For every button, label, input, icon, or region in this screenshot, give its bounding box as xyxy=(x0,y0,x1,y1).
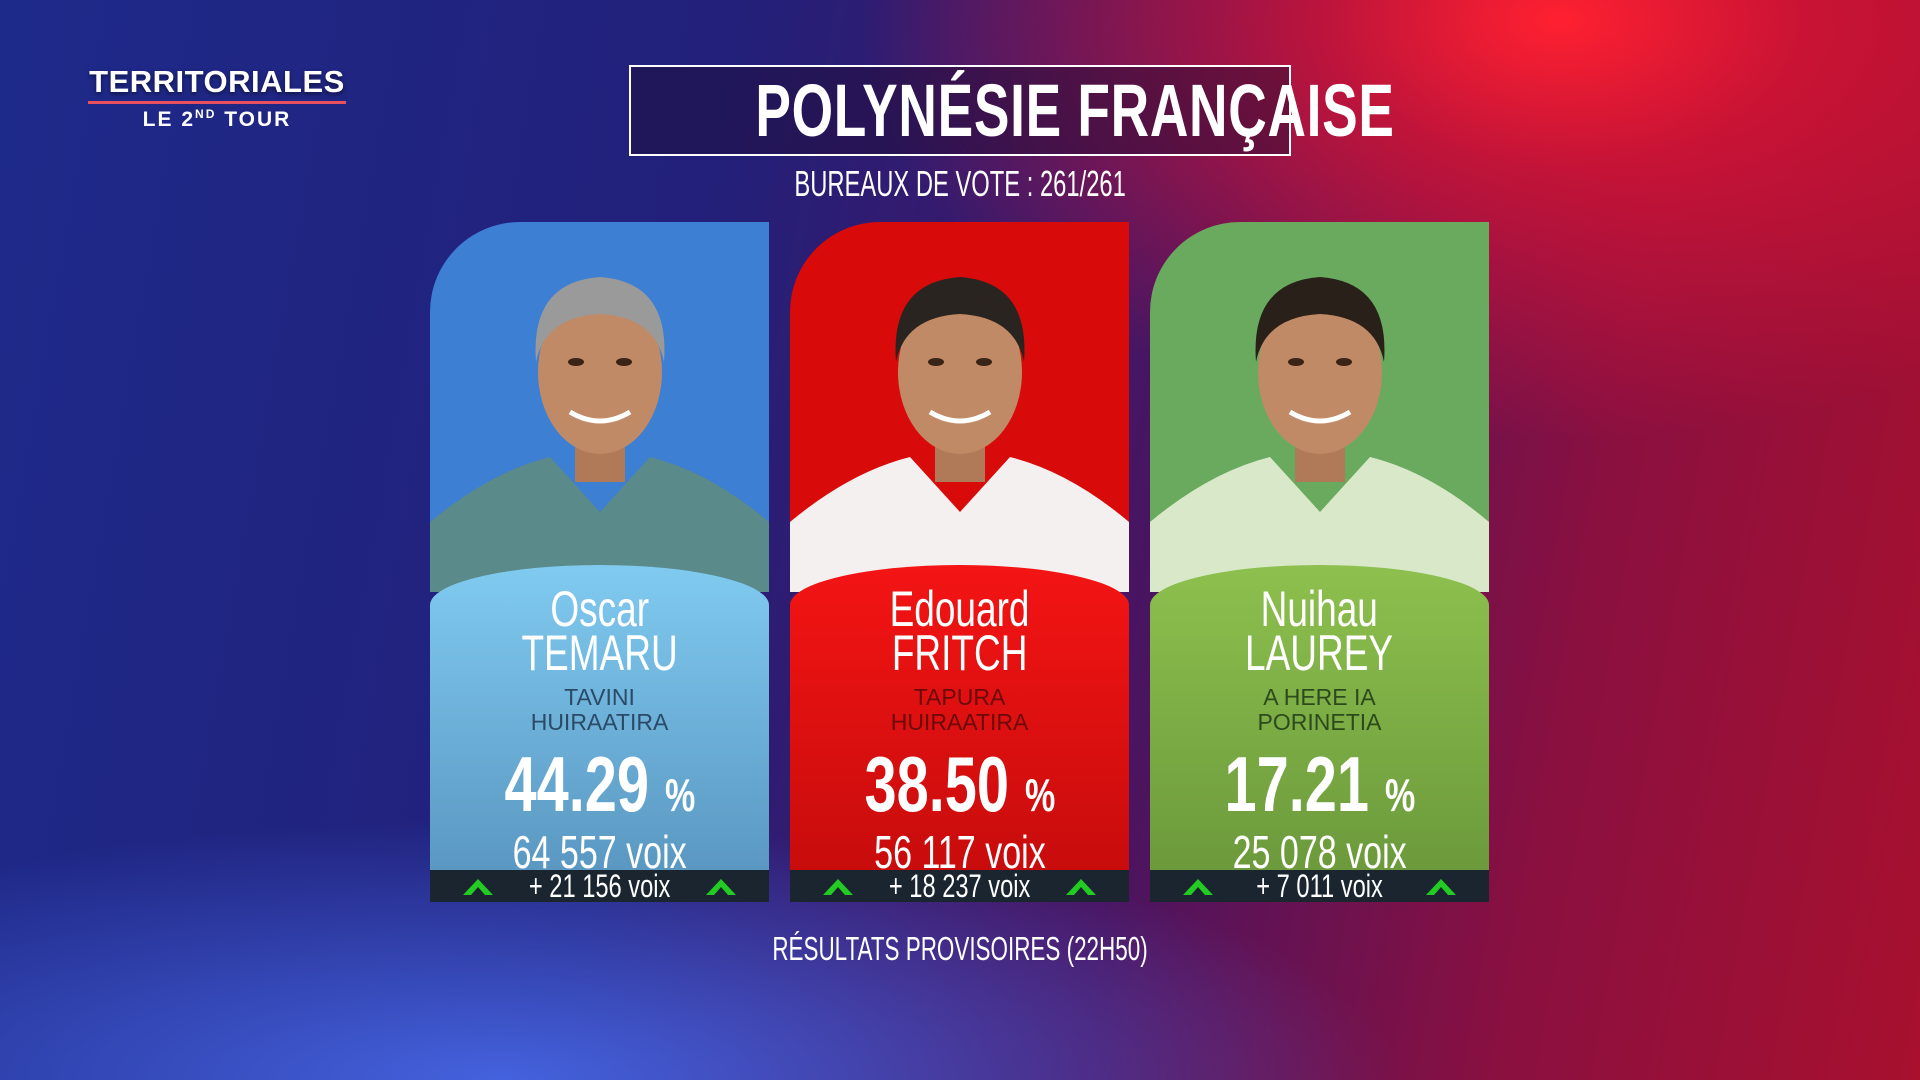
arrow-up-icon xyxy=(823,879,853,895)
arrow-up-icon xyxy=(1426,879,1456,895)
candidate-photo xyxy=(430,222,769,592)
candidate-card: Edouard FRITCH TAPURA HUIRAATIRA 38.50 % … xyxy=(790,222,1129,902)
vote-gain: + 18 237 voix xyxy=(888,868,1031,902)
percent-value: 17.21 xyxy=(1224,740,1369,828)
percent-value: 44.29 xyxy=(504,740,649,828)
arrow-up-icon xyxy=(1183,879,1213,895)
vote-gain-bar: + 18 237 voix xyxy=(790,870,1129,902)
vote-gain-bar: + 7 011 voix xyxy=(1150,870,1489,902)
candidate-votes: 64 557 voix xyxy=(512,826,687,878)
candidate-photo xyxy=(790,222,1129,592)
party-line-2: PORINETIA xyxy=(1257,709,1382,735)
party-line-1: TAPURA xyxy=(913,684,1006,710)
candidate-party: TAVINI HUIRAATIRA xyxy=(430,685,769,735)
candidate-last-name: TEMARU xyxy=(521,625,678,681)
logo-subtitle-prefix: LE 2 xyxy=(142,108,196,131)
candidate-info: Oscar TEMARU TAVINI HUIRAATIRA 44.29 % 64… xyxy=(430,565,769,875)
vote-gain: + 7 011 voix xyxy=(1256,868,1383,902)
candidate-percentage: 44.29 % xyxy=(504,745,695,830)
percent-unit: % xyxy=(1384,769,1415,821)
candidate-percentage: 38.50 % xyxy=(864,745,1055,830)
logo-title: TERRITORIALES xyxy=(89,64,345,99)
page-title: POLYNÉSIE FRANÇAISE xyxy=(755,69,1395,152)
logo-subtitle-suffix: TOUR xyxy=(216,108,292,131)
arrow-up-icon xyxy=(463,879,493,895)
party-line-1: TAVINI xyxy=(564,684,635,710)
logo-underline xyxy=(88,101,346,104)
territoriales-logo: TERRITORIALES LE 2ND TOUR xyxy=(84,64,350,132)
percent-unit: % xyxy=(664,769,695,821)
party-line-2: HUIRAATIRA xyxy=(530,709,669,735)
logo-subtitle: LE 2ND TOUR xyxy=(84,107,350,132)
candidate-votes: 56 117 voix xyxy=(873,826,1046,878)
candidate-card: Nuihau LAUREY A HERE IA PORINETIA 17.21 %… xyxy=(1150,222,1489,902)
vote-gain: + 21 156 voix xyxy=(528,868,671,902)
candidate-card: Oscar TEMARU TAVINI HUIRAATIRA 44.29 % 64… xyxy=(430,222,769,902)
percent-value: 38.50 xyxy=(864,740,1009,828)
vote-gain-bar: + 21 156 voix xyxy=(430,870,769,902)
candidate-first-name: Edouard xyxy=(889,581,1030,637)
provisional-results-label: RÉSULTATS PROVISOIRES (22H50) xyxy=(660,930,1260,968)
candidate-party: TAPURA HUIRAATIRA xyxy=(790,685,1129,735)
polling-stations-count: BUREAUX DE VOTE : 261/261 xyxy=(660,164,1260,204)
candidate-first-name: Oscar xyxy=(550,581,649,637)
candidate-info: Nuihau LAUREY A HERE IA PORINETIA 17.21 %… xyxy=(1150,565,1489,875)
page-title-box: POLYNÉSIE FRANÇAISE xyxy=(629,65,1394,156)
candidate-party: A HERE IA PORINETIA xyxy=(1150,685,1489,735)
candidate-first-name: Nuihau xyxy=(1260,581,1379,637)
percent-unit: % xyxy=(1024,769,1055,821)
candidate-last-name: FRITCH xyxy=(891,625,1028,681)
provisional-results-text: RÉSULTATS PROVISOIRES (22H50) xyxy=(772,930,1148,967)
candidate-photo xyxy=(1150,222,1489,592)
party-line-1: A HERE IA xyxy=(1263,684,1376,710)
polling-stations-text: BUREAUX DE VOTE : 261/261 xyxy=(794,163,1126,204)
logo-subtitle-sup: ND xyxy=(195,107,217,121)
candidate-last-name: LAUREY xyxy=(1245,625,1394,681)
candidate-info: Edouard FRITCH TAPURA HUIRAATIRA 38.50 % … xyxy=(790,565,1129,875)
candidate-percentage: 17.21 % xyxy=(1224,745,1415,830)
party-line-2: HUIRAATIRA xyxy=(890,709,1029,735)
arrow-up-icon xyxy=(1066,879,1096,895)
candidate-votes: 25 078 voix xyxy=(1232,826,1407,878)
arrow-up-icon xyxy=(706,879,736,895)
